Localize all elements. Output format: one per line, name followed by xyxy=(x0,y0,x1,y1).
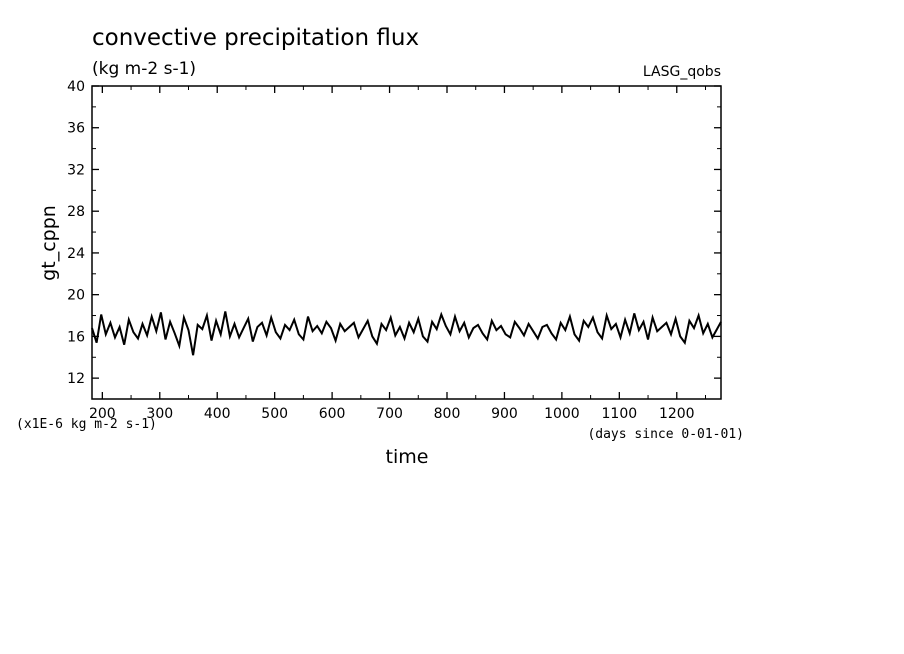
y-ticks xyxy=(92,85,721,400)
x-tick-label: 600 xyxy=(319,406,346,422)
x-ticks xyxy=(101,86,706,399)
plot-frame xyxy=(91,85,722,400)
y-axis-label: gt_cppn xyxy=(38,205,60,281)
y-tick-label: 28 xyxy=(67,204,85,220)
y-tick-label: 40 xyxy=(67,79,85,95)
y-tick-label: 24 xyxy=(67,246,85,262)
y-tick-label: 36 xyxy=(67,121,85,137)
x-tick-label: 300 xyxy=(146,406,173,422)
y-tick-label: 16 xyxy=(67,329,85,345)
x-tick-label: 700 xyxy=(376,406,403,422)
x-tick-label: 400 xyxy=(204,406,231,422)
y-tick-labels: 12 16 20 24 28 32 36 40 xyxy=(67,79,85,387)
chart-title: convective precipitation flux xyxy=(92,25,419,51)
series-line xyxy=(91,311,722,356)
x-tick-label: 200 xyxy=(89,406,116,422)
x-tick-label: 800 xyxy=(434,406,461,422)
x-tick-label: 1100 xyxy=(602,406,638,422)
x-tick-label: 900 xyxy=(491,406,518,422)
chart-tag: LASG_qobs xyxy=(643,64,721,80)
y-tick-label: 20 xyxy=(67,288,85,304)
x-tick-label: 500 xyxy=(261,406,288,422)
chart-subtitle: (kg m-2 s-1) xyxy=(92,59,196,79)
x-tick-label: 1000 xyxy=(544,406,580,422)
y-tick-label: 32 xyxy=(67,162,85,178)
y-scale-note: (x1E-6 kg m-2 s-1) xyxy=(16,417,157,432)
x-tick-label: 1200 xyxy=(659,406,695,422)
y-tick-label: 12 xyxy=(67,371,85,387)
x-tick-labels: 200 300 400 500 600 700 800 900 1000 1100 1200 xyxy=(89,406,695,422)
x-axis-label: time xyxy=(386,446,429,468)
x-unit-note: (days since 0-01-01) xyxy=(587,427,744,442)
